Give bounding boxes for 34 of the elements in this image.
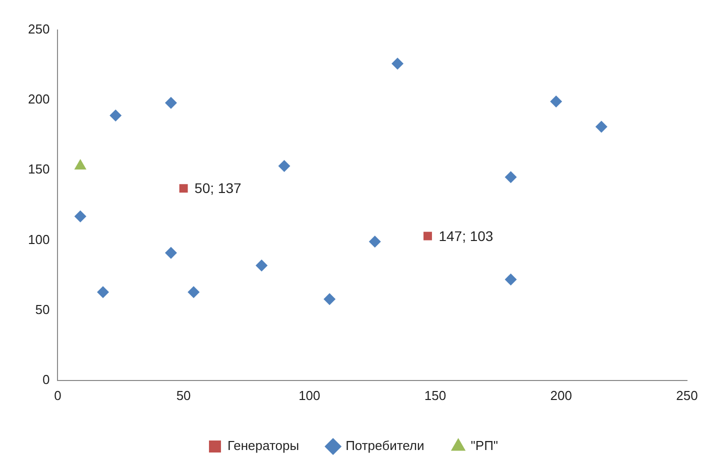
point [550, 95, 562, 108]
x-tick-label: 200 [550, 388, 572, 403]
point [504, 273, 517, 286]
x-tick-label: 100 [298, 388, 320, 403]
point [188, 286, 200, 298]
point [324, 293, 336, 306]
legend-label: Генераторы [227, 438, 300, 454]
y-tick-label: 0 [42, 372, 50, 387]
point [595, 120, 608, 133]
point [110, 110, 122, 122]
y-tick-label: 50 [35, 302, 50, 317]
point [164, 96, 177, 109]
point [423, 232, 432, 240]
data-label: 147; 103 [438, 228, 494, 244]
point [392, 58, 404, 70]
y-tick-label: 250 [28, 22, 50, 37]
point [74, 210, 86, 222]
point [179, 184, 188, 193]
data-label: 50; 137 [194, 180, 242, 196]
x-tick-label: 50 [176, 388, 191, 403]
point [504, 171, 517, 184]
x-tick-label: 250 [676, 388, 698, 403]
point [256, 259, 268, 272]
x-tick-label: 150 [424, 388, 446, 403]
point [97, 286, 109, 298]
point [164, 246, 177, 259]
y-tick-label: 150 [28, 162, 50, 177]
legend-label: Потребители [346, 438, 424, 454]
x-tick-label: 0 [54, 388, 62, 403]
point [368, 236, 381, 248]
y-tick-label: 100 [28, 232, 50, 247]
y-tick-label: 200 [28, 92, 50, 107]
point [278, 160, 290, 172]
legend-label: "РП" [470, 438, 498, 454]
